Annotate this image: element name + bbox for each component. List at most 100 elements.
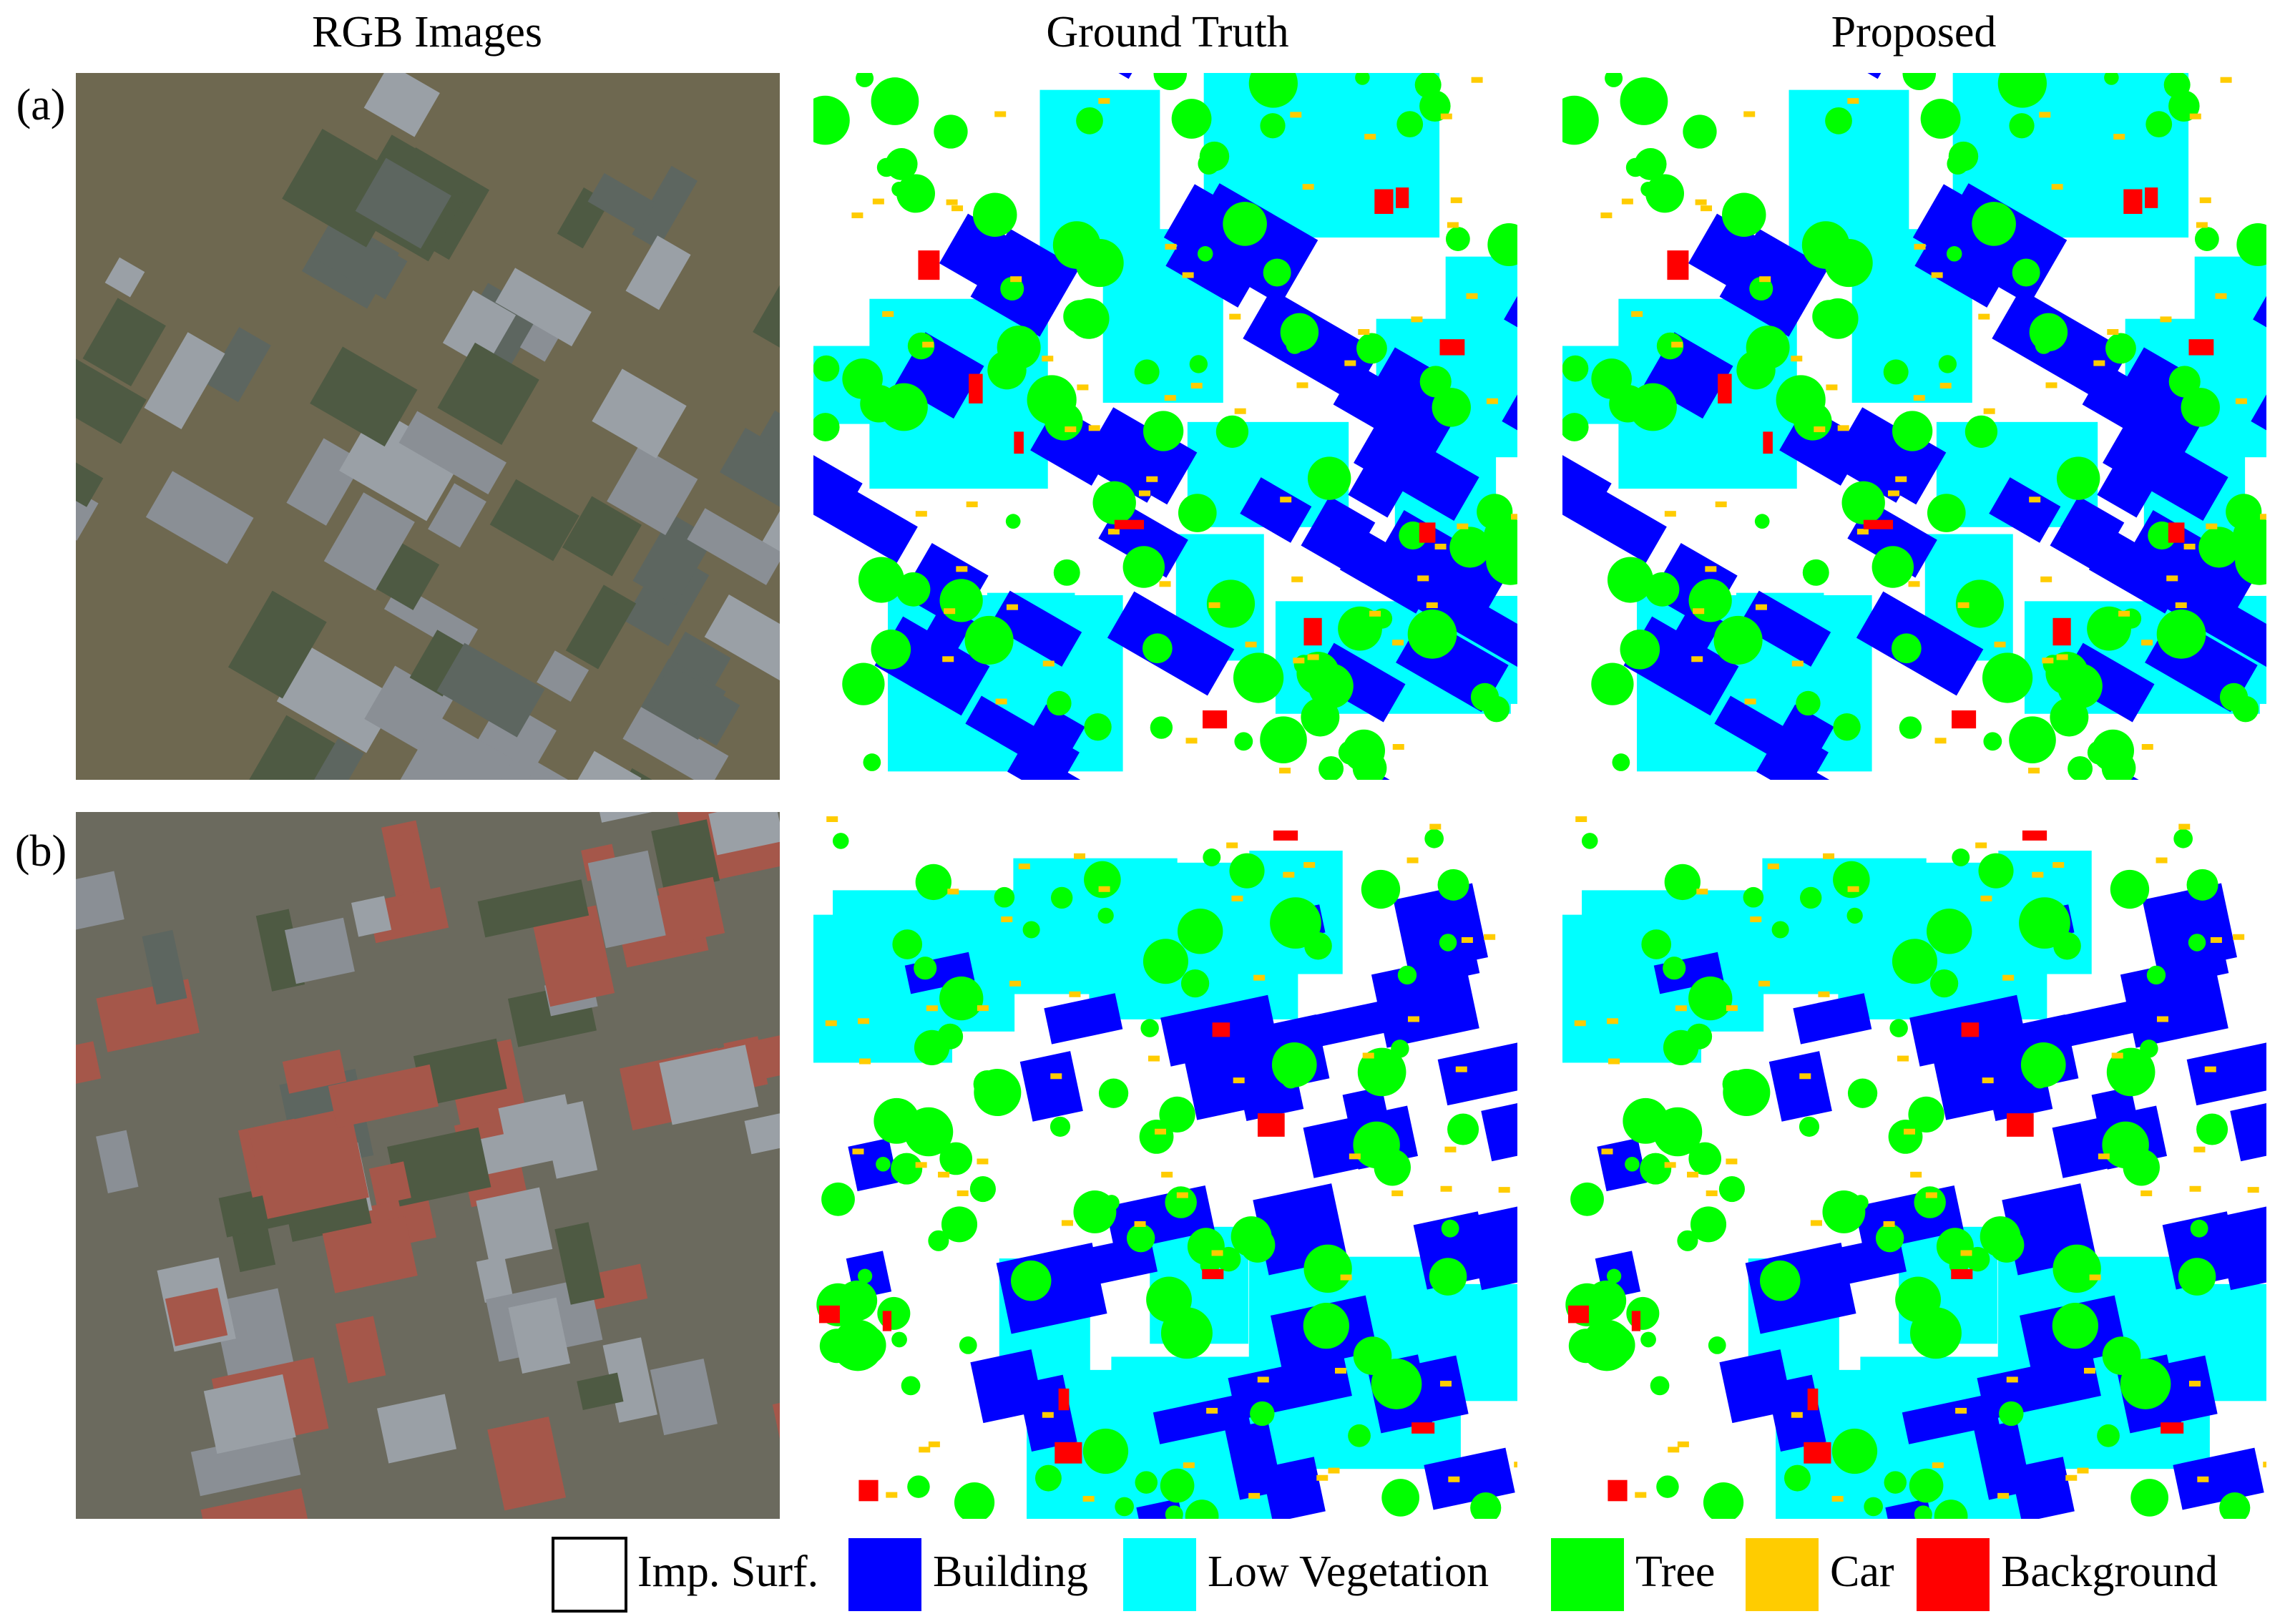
- tree: [2120, 1359, 2171, 1409]
- building: [1768, 1051, 1832, 1122]
- car: [1631, 310, 1643, 317]
- car: [1701, 205, 1713, 212]
- tree: [2019, 897, 2070, 949]
- image-patch: [307, 738, 364, 780]
- tree: [973, 192, 1017, 237]
- tree: [2097, 1424, 2120, 1447]
- tree: [1407, 610, 1457, 659]
- tree: [877, 1296, 911, 1330]
- tree: [1126, 1223, 1155, 1253]
- car: [1932, 1462, 1944, 1469]
- tree: [1641, 929, 1672, 959]
- tree: [939, 1142, 973, 1175]
- tree: [1771, 921, 1789, 939]
- image-patch: [413, 1038, 507, 1107]
- car: [1960, 1250, 1972, 1256]
- tree: [1640, 1331, 1656, 1348]
- tree: [1160, 1468, 1195, 1503]
- tree: [1595, 1325, 1635, 1365]
- car: [1635, 1492, 1647, 1498]
- tree: [1722, 192, 1766, 237]
- background-patch: [1202, 1269, 1224, 1279]
- car: [1913, 395, 1925, 401]
- tree: [1802, 559, 1829, 586]
- tree: [1142, 939, 1188, 984]
- tree: [1303, 1244, 1352, 1293]
- car: [2039, 112, 2051, 118]
- building: [813, 429, 863, 509]
- car: [1165, 243, 1177, 250]
- image-patch: [387, 1127, 491, 1207]
- tree: [1656, 1475, 1679, 1498]
- car: [1392, 640, 1404, 646]
- row-label: (b): [15, 827, 67, 876]
- image-patch: [532, 905, 615, 1007]
- car: [1253, 974, 1266, 981]
- tree: [1447, 1113, 1479, 1145]
- building: [1225, 1420, 1283, 1500]
- car: [1486, 398, 1498, 404]
- image-patch: [76, 469, 99, 541]
- car: [1358, 328, 1370, 335]
- building: [1311, 999, 1394, 1047]
- car: [1392, 744, 1404, 750]
- tree: [1656, 332, 1684, 360]
- background-patch: [1807, 1388, 1819, 1411]
- image-patch: [409, 630, 471, 697]
- tree: [2232, 695, 2259, 723]
- tree: [1084, 713, 1112, 741]
- car: [1980, 895, 1992, 901]
- tree: [1568, 1329, 1603, 1364]
- image-patch: [437, 342, 539, 445]
- tree: [1230, 1216, 1272, 1257]
- tree: [2194, 227, 2219, 251]
- building: [1153, 1393, 1251, 1444]
- tree: [2219, 1492, 2251, 1519]
- tree: [1794, 402, 1832, 441]
- car: [1904, 1128, 1916, 1135]
- car: [1934, 738, 1947, 744]
- car: [1335, 1367, 1347, 1374]
- tree: [1846, 907, 1863, 924]
- car: [1726, 1005, 1738, 1012]
- image-patch: [381, 820, 434, 910]
- building: [1481, 1090, 1517, 1162]
- car: [2040, 576, 2052, 582]
- tree: [2102, 1121, 2149, 1169]
- car: [2260, 514, 2266, 520]
- tree: [2009, 716, 2056, 764]
- tree: [1338, 740, 1363, 765]
- car: [1671, 341, 1683, 348]
- car: [1257, 1376, 1269, 1383]
- car: [1455, 1066, 1467, 1072]
- tree: [1883, 359, 1909, 385]
- image-patch: [227, 590, 327, 699]
- legend-swatch: [1551, 1538, 1624, 1611]
- tree: [2168, 366, 2201, 398]
- image-patch: [753, 281, 780, 350]
- image-patch: [0, 518, 32, 597]
- car: [1975, 842, 1987, 848]
- tree: [1206, 579, 1256, 628]
- image-patch: [398, 715, 514, 780]
- building: [1719, 1349, 1794, 1424]
- building: [2178, 917, 2229, 982]
- image-patch: [592, 368, 687, 459]
- car: [1248, 1492, 1261, 1499]
- tree: [1708, 1336, 1726, 1354]
- car: [1664, 511, 1676, 517]
- car: [956, 1190, 969, 1196]
- building: [1466, 1204, 1517, 1291]
- car: [1303, 862, 1316, 869]
- building: [1333, 363, 1454, 461]
- tree: [957, 1490, 979, 1511]
- car: [1675, 1005, 1687, 1012]
- car: [2098, 1153, 2110, 1160]
- image-patch: [0, 535, 32, 605]
- car: [1668, 1447, 1680, 1453]
- car: [1705, 566, 1717, 572]
- tree: [1562, 355, 1589, 382]
- image-patch: [588, 1263, 648, 1310]
- tree: [1688, 1142, 1722, 1175]
- car: [1847, 98, 1859, 104]
